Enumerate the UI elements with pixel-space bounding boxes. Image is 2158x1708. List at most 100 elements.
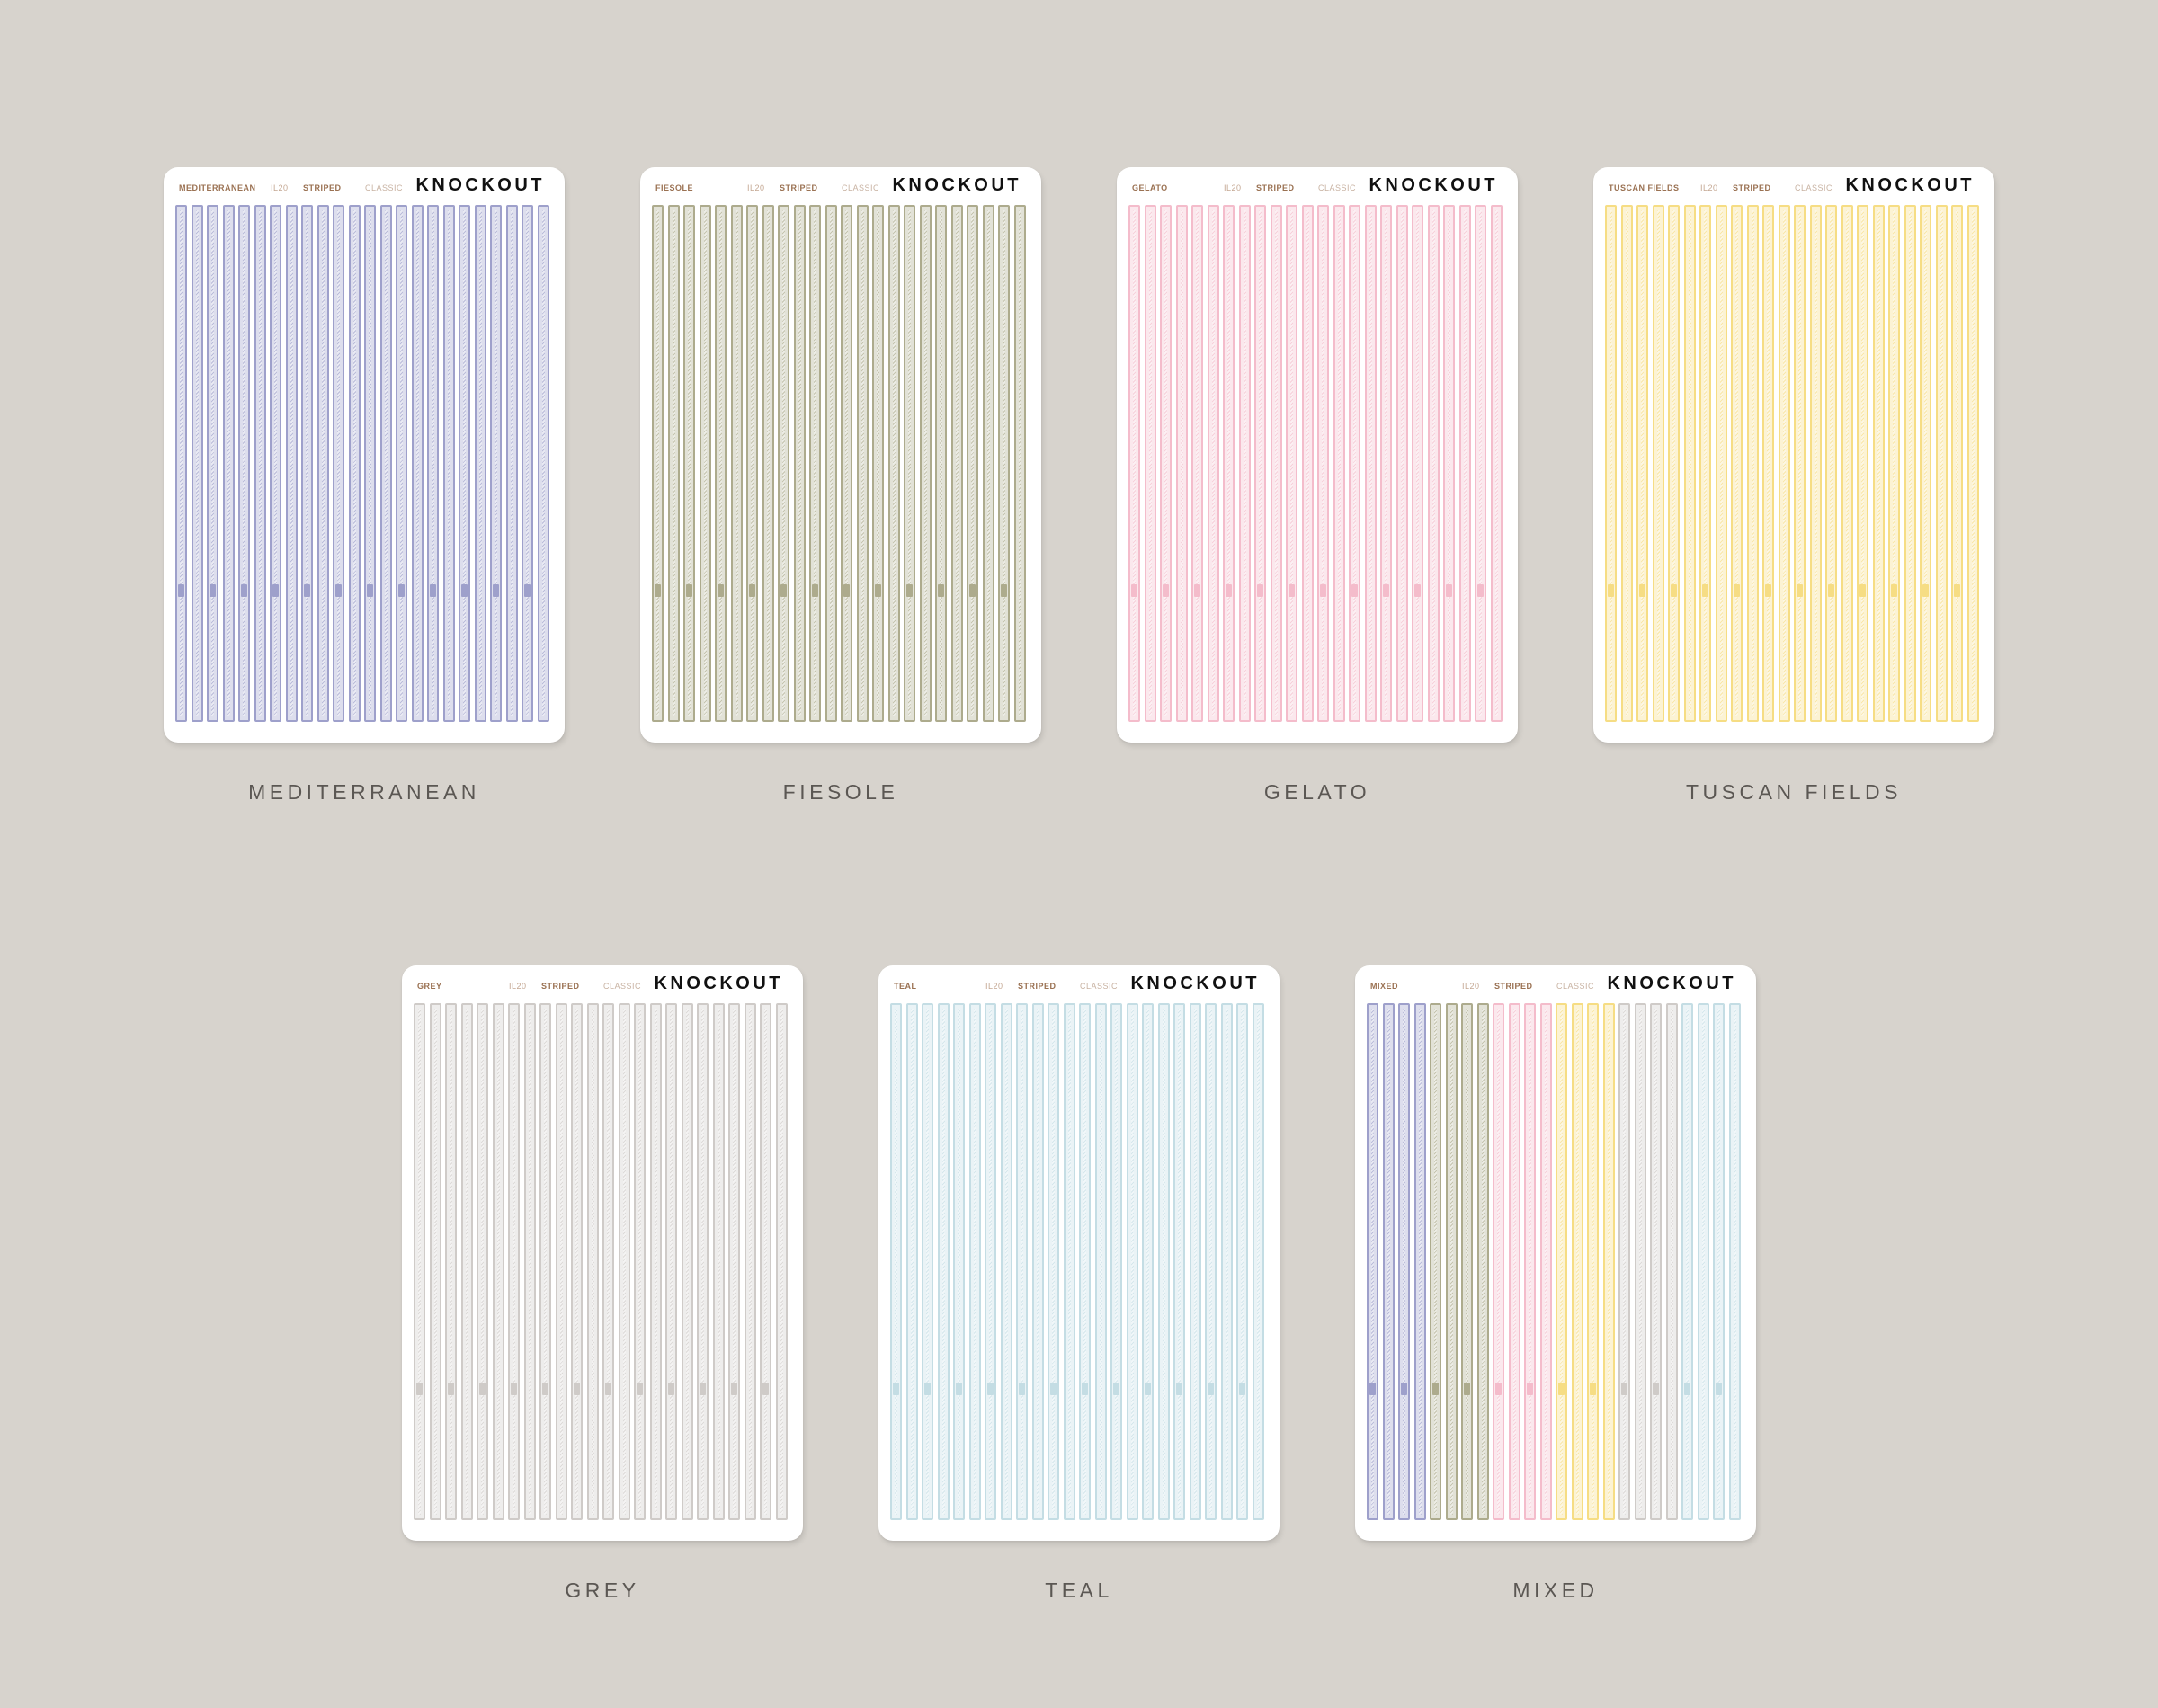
strip-tab bbox=[1477, 584, 1484, 597]
strip-pattern bbox=[1479, 210, 1482, 716]
sticker-strip bbox=[1794, 205, 1806, 722]
strip-tab bbox=[1414, 584, 1421, 597]
strip-pattern bbox=[306, 210, 308, 716]
strip-tab bbox=[1401, 1383, 1407, 1395]
strip-pattern bbox=[748, 1009, 752, 1515]
strip-pattern bbox=[1193, 1009, 1197, 1515]
strip-pattern bbox=[1403, 1009, 1405, 1515]
sheet-variant: CLASSIC bbox=[365, 183, 404, 192]
sticker-strip bbox=[1079, 1003, 1091, 1520]
sticker-strip bbox=[712, 1003, 725, 1520]
strip-pattern bbox=[510, 210, 513, 716]
sticker-strip bbox=[744, 1003, 756, 1520]
strip-pattern bbox=[672, 210, 675, 716]
sticker-strip bbox=[922, 1003, 933, 1520]
sheet-label: TEAL bbox=[1045, 1579, 1113, 1602]
sticker-strip bbox=[937, 1003, 950, 1520]
sticker-strip bbox=[904, 205, 915, 722]
strip-tab bbox=[524, 584, 531, 597]
strip-pattern bbox=[384, 210, 388, 716]
sticker-strip bbox=[982, 205, 994, 722]
strip-pattern bbox=[1463, 210, 1467, 716]
sticker-strip bbox=[1636, 205, 1648, 722]
sticker-strip bbox=[760, 1003, 771, 1520]
sheet-style: STRIPED bbox=[1494, 982, 1533, 991]
sticker-strip bbox=[1602, 1003, 1615, 1520]
strip-pattern bbox=[719, 210, 722, 716]
strip-pattern bbox=[622, 1009, 626, 1515]
strip-pattern bbox=[989, 1009, 992, 1515]
sticker-strip bbox=[238, 205, 250, 722]
sticker-strip bbox=[1317, 205, 1329, 722]
strip-pattern bbox=[751, 210, 754, 716]
strip-tab bbox=[461, 584, 468, 597]
sheet-header: MEDITERRANEAN IL20 STRIPED CLASSIC KNOCK… bbox=[164, 167, 565, 203]
strip-tab bbox=[1001, 584, 1007, 597]
strip-tab bbox=[398, 584, 405, 597]
strip-pattern bbox=[1004, 1009, 1008, 1515]
strip-pattern bbox=[940, 210, 942, 716]
strip-pattern bbox=[1400, 210, 1404, 716]
strip-tab bbox=[1369, 1383, 1376, 1395]
strip-pattern bbox=[607, 1009, 610, 1515]
sticker-strip bbox=[1048, 1003, 1059, 1520]
strip-pattern bbox=[495, 210, 497, 716]
sticker-strip bbox=[540, 1003, 551, 1520]
sticker-sheet: MIXED IL20 STRIPED CLASSIC KNOCKOUT bbox=[1355, 965, 1756, 1541]
sticker-strip bbox=[222, 205, 235, 722]
sticker-strip bbox=[427, 205, 439, 722]
strip-pattern bbox=[1638, 1009, 1642, 1515]
sticker-strip bbox=[985, 1003, 996, 1520]
sticker-strip bbox=[1458, 205, 1471, 722]
sticker-strip bbox=[825, 205, 837, 722]
sticker-strip bbox=[1650, 1003, 1662, 1520]
sticker-strip bbox=[1461, 1003, 1473, 1520]
sticker-strip bbox=[1430, 1003, 1441, 1520]
strip-tab bbox=[1019, 1383, 1025, 1395]
sticker-strip bbox=[396, 205, 407, 722]
sticker-strip bbox=[1128, 205, 1140, 722]
strip-tab bbox=[178, 584, 184, 597]
strip-tab bbox=[668, 1383, 674, 1395]
sticker-strip bbox=[175, 205, 187, 722]
strip-pattern bbox=[415, 210, 419, 716]
sheet-variant: CLASSIC bbox=[603, 982, 642, 991]
strip-pattern bbox=[1448, 210, 1450, 716]
strip-pattern bbox=[1434, 1009, 1437, 1515]
strip-pattern bbox=[1018, 210, 1021, 716]
sticker-strip bbox=[699, 205, 711, 722]
strip-tab bbox=[924, 1383, 931, 1395]
strip-pattern bbox=[1607, 1009, 1610, 1515]
sticker-sheet: GREY IL20 STRIPED CLASSIC KNOCKOUT bbox=[402, 965, 803, 1541]
sticker-strips bbox=[1367, 1003, 1744, 1520]
strip-pattern bbox=[1908, 210, 1912, 716]
sticker-strip bbox=[665, 1003, 677, 1520]
sheet-label: GELATO bbox=[1263, 780, 1371, 804]
strip-pattern bbox=[1416, 210, 1419, 716]
strip-pattern bbox=[1497, 1009, 1500, 1515]
strip-pattern bbox=[1861, 210, 1864, 716]
strip-pattern bbox=[670, 1009, 673, 1515]
sticker-strip bbox=[333, 205, 344, 722]
strip-pattern bbox=[1290, 210, 1293, 716]
sticker-strip bbox=[1270, 205, 1282, 722]
strip-pattern bbox=[450, 1009, 452, 1515]
strip-tab bbox=[637, 1383, 643, 1395]
strip-pattern bbox=[1225, 1009, 1228, 1515]
sticker-strip bbox=[793, 205, 806, 722]
strip-tab bbox=[1239, 1383, 1245, 1395]
sticker-strip bbox=[841, 205, 852, 722]
strip-pattern bbox=[941, 1009, 945, 1515]
strip-pattern bbox=[1178, 1009, 1181, 1515]
strip-tab bbox=[875, 584, 881, 597]
strip-pattern bbox=[1083, 1009, 1086, 1515]
strip-tab bbox=[1383, 584, 1389, 597]
sticker-strip bbox=[317, 205, 329, 722]
strip-tab bbox=[749, 584, 755, 597]
sticker-strip bbox=[618, 1003, 630, 1520]
sticker-strip bbox=[953, 1003, 965, 1520]
sticker-strip bbox=[1286, 205, 1297, 722]
strip-pattern bbox=[1353, 210, 1356, 716]
sticker-strip bbox=[1475, 205, 1486, 722]
strip-tab bbox=[1684, 1383, 1690, 1395]
